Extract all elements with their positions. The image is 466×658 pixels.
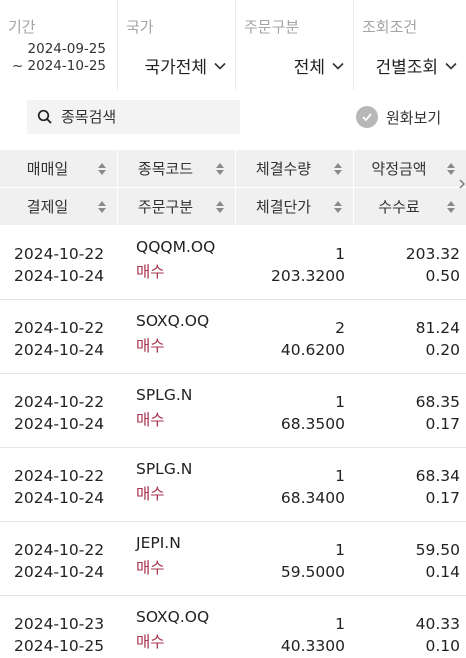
col-header-order-type[interactable]: 주문구분 [118, 188, 236, 226]
stock-code: JEPI.N [136, 534, 181, 552]
sort-icon [97, 162, 107, 176]
exec-price: 68.3500 [280, 415, 345, 433]
krw-view-label: 원화보기 [386, 108, 442, 127]
settle-date: 2024-10-24 [14, 489, 105, 507]
period-label: 기간 [8, 18, 36, 36]
exec-qty: 2 [335, 319, 345, 337]
query-cond-label: 조회조건 [362, 18, 418, 36]
settle-date: 2024-10-24 [14, 563, 105, 581]
scroll-right-icon[interactable] [458, 178, 466, 190]
exec-price: 203.3200 [271, 267, 345, 285]
search-icon [37, 109, 52, 124]
order-side: 매수 [136, 411, 165, 429]
commission: 0.14 [425, 563, 460, 581]
period-filter[interactable]: 기간 2024-09-25 ~ 2024-10-25 [0, 0, 118, 90]
col-header-qty[interactable]: 체결수량 [236, 150, 354, 188]
exec-qty: 1 [335, 393, 345, 411]
settle-date: 2024-10-24 [14, 341, 105, 359]
period-to: ~ 2024-10-25 [11, 58, 106, 74]
trade-date: 2024-10-22 [14, 393, 105, 411]
sort-icon [446, 162, 456, 176]
col-header-price[interactable]: 체결단가 [236, 188, 354, 226]
period-range[interactable]: 2024-09-25 ~ 2024-10-25 [0, 41, 112, 75]
sort-icon [333, 162, 343, 176]
sort-icon [215, 200, 225, 214]
stock-code: QQQM.OQ [136, 238, 216, 256]
trade-date: 2024-10-23 [14, 615, 105, 633]
query-cond-select[interactable]: 건별조회 [375, 53, 458, 78]
trade-date: 2024-10-22 [14, 467, 105, 485]
contract-amount: 40.33 [415, 615, 460, 633]
contract-amount: 68.35 [415, 393, 460, 411]
contract-amount: 59.50 [415, 541, 460, 559]
exec-qty: 1 [335, 245, 345, 263]
order-side: 매수 [136, 485, 165, 503]
table-row[interactable]: 2024-10-22 2024-10-24 SOXQ.OQ 매수 2 40.62… [0, 300, 466, 374]
chevron-down-icon [213, 59, 227, 73]
sort-icon [97, 200, 107, 214]
country-label: 국가 [126, 18, 154, 36]
stock-code: SOXQ.OQ [136, 608, 210, 626]
stock-search-box[interactable] [27, 100, 240, 134]
exec-price: 68.3400 [280, 489, 345, 507]
col-header-fee[interactable]: 수수료 [354, 188, 466, 226]
order-type-select[interactable]: 전체 [294, 53, 345, 78]
col-header-trade-date[interactable]: 매매일 [0, 150, 118, 188]
settle-date: 2024-10-24 [14, 415, 105, 433]
period-from: 2024-09-25 [27, 41, 106, 57]
commission: 0.10 [425, 637, 460, 655]
query-cond-value: 건별조회 [375, 58, 438, 78]
trade-date: 2024-10-22 [14, 541, 105, 559]
contract-amount: 203.32 [405, 245, 460, 263]
check-icon [356, 106, 378, 128]
chevron-down-icon [444, 59, 458, 73]
table-row[interactable]: 2024-10-22 2024-10-24 QQQM.OQ 매수 1 203.3… [0, 226, 466, 300]
query-cond-filter[interactable]: 조회조건 건별조회 [354, 0, 466, 90]
table-row[interactable]: 2024-10-22 2024-10-24 SPLG.N 매수 1 68.340… [0, 448, 466, 522]
contract-amount: 81.24 [415, 319, 460, 337]
table-row[interactable]: 2024-10-22 2024-10-24 JEPI.N 매수 1 59.500… [0, 522, 466, 596]
table-header: 매매일 종목코드 체결수량 약정금액 결제일 주문구분 체결단가 수수료 [0, 150, 466, 226]
krw-view-toggle[interactable]: 원화보기 [356, 106, 441, 128]
col-header-amount[interactable]: 약정금액 [354, 150, 466, 188]
country-filter[interactable]: 국가 국가전체 [118, 0, 236, 90]
exec-qty: 1 [335, 615, 345, 633]
order-side: 매수 [136, 337, 165, 355]
chevron-down-icon [331, 59, 345, 73]
exec-price: 40.6200 [280, 341, 345, 359]
order-type-label: 주문구분 [244, 18, 300, 36]
col-header-settle-date[interactable]: 결제일 [0, 188, 118, 226]
order-side: 매수 [136, 559, 165, 577]
order-side: 매수 [136, 263, 165, 281]
table-row[interactable]: 2024-10-23 2024-10-25 SOXQ.OQ 매수 1 40.33… [0, 596, 466, 658]
col-header-code[interactable]: 종목코드 [118, 150, 236, 188]
country-select[interactable]: 국가전체 [144, 53, 227, 78]
order-side: 매수 [136, 633, 165, 651]
exec-qty: 1 [335, 541, 345, 559]
commission: 0.20 [425, 341, 460, 359]
stock-code: SPLG.N [136, 386, 193, 404]
stock-code: SOXQ.OQ [136, 312, 210, 330]
sort-icon [446, 200, 456, 214]
settle-date: 2024-10-25 [14, 637, 105, 655]
sort-icon [215, 162, 225, 176]
trade-date: 2024-10-22 [14, 319, 105, 337]
settle-date: 2024-10-24 [14, 267, 105, 285]
commission: 0.50 [425, 267, 460, 285]
commission: 0.17 [425, 415, 460, 433]
exec-qty: 1 [335, 467, 345, 485]
order-type-filter[interactable]: 주문구분 전체 [236, 0, 354, 90]
order-type-value: 전체 [293, 58, 325, 78]
sort-icon [333, 200, 343, 214]
contract-amount: 68.34 [415, 467, 460, 485]
search-input[interactable] [61, 108, 231, 126]
exec-price: 40.3300 [280, 637, 345, 655]
exec-price: 59.5000 [280, 563, 345, 581]
stock-code: SPLG.N [136, 460, 193, 478]
commission: 0.17 [425, 489, 460, 507]
table-row[interactable]: 2024-10-22 2024-10-24 SPLG.N 매수 1 68.350… [0, 374, 466, 448]
trade-date: 2024-10-22 [14, 245, 105, 263]
country-value: 국가전체 [144, 58, 207, 78]
filter-bar: 기간 2024-09-25 ~ 2024-10-25 국가 국가전체 주문구분 … [0, 0, 466, 90]
